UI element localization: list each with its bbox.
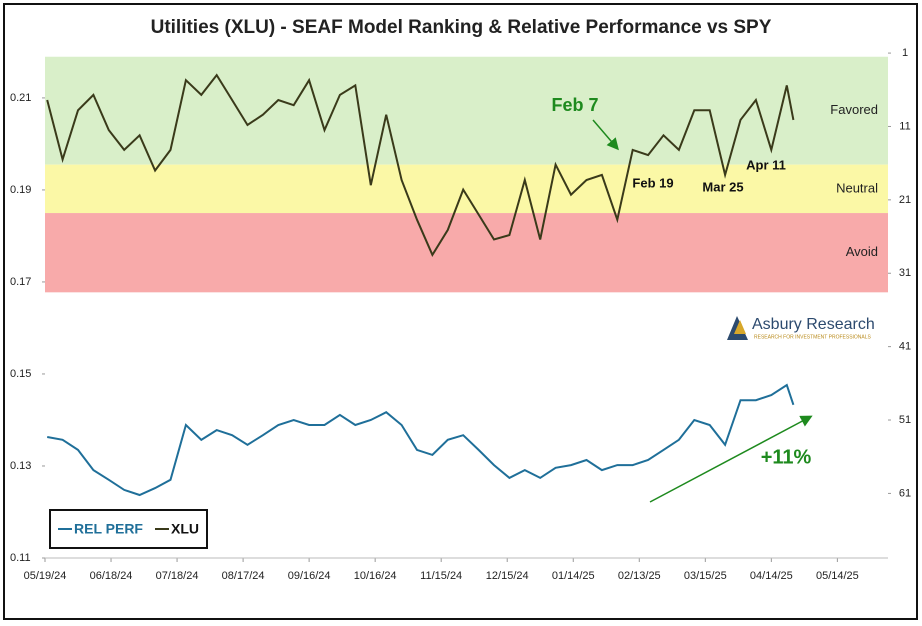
y2-tick-label: 21 — [899, 194, 911, 206]
annotation: Feb 7 — [551, 95, 598, 115]
x-tick-label: 08/17/24 — [222, 570, 265, 582]
legend-box — [49, 509, 208, 549]
y-tick-label: 0.13 — [10, 460, 31, 472]
logo-name: Asbury Research — [752, 316, 875, 333]
chart-title: Utilities (XLU) - SEAF Model Ranking & R… — [151, 17, 772, 38]
annotation: Feb 19 — [632, 175, 673, 190]
y-tick-label: 0.19 — [10, 184, 31, 196]
logo-mark — [734, 320, 746, 334]
annotation: Apr 11 — [746, 157, 786, 172]
y2-tick-label: 31 — [899, 267, 911, 279]
zone — [45, 213, 888, 293]
x-tick-label: 09/16/24 — [288, 570, 331, 582]
x-tick-label: 04/14/25 — [750, 570, 793, 582]
y-tick-label: 0.15 — [10, 368, 31, 380]
y2-tick-label: 1 — [902, 47, 908, 59]
x-tick-label: 10/16/24 — [354, 570, 397, 582]
zone-label: Favored — [830, 102, 878, 117]
y2-tick-label: 61 — [899, 487, 911, 499]
annotation: Mar 25 — [702, 179, 743, 194]
x-tick-label: 03/15/25 — [684, 570, 727, 582]
series-line — [47, 383, 795, 497]
x-tick-label: 02/13/25 — [618, 570, 661, 582]
zone-label: Neutral — [836, 180, 878, 195]
y-tick-label: 0.11 — [10, 552, 31, 564]
annotation-arrow — [649, 415, 813, 503]
logo-tagline: RESEARCH FOR INVESTMENT PROFESSIONALS — [754, 334, 872, 340]
series-line — [46, 73, 795, 258]
y-tick-label: 0.21 — [10, 92, 31, 104]
y2-tick-label: 11 — [899, 120, 910, 132]
y-tick-label: 0.17 — [10, 276, 31, 288]
zone — [45, 164, 888, 214]
annotation-arrow — [592, 119, 619, 151]
x-tick-label: 06/18/24 — [90, 570, 133, 582]
x-tick-label: 01/14/25 — [552, 570, 595, 582]
legend-label: REL PERF — [74, 521, 143, 537]
x-tick-label: 07/18/24 — [156, 570, 199, 582]
annotation: +11% — [761, 446, 812, 468]
legend-label: XLU — [171, 521, 199, 537]
x-tick-label: 05/14/25 — [816, 570, 859, 582]
y2-tick-label: 41 — [899, 341, 911, 353]
y2-tick-label: 51 — [899, 414, 911, 426]
x-tick-label: 05/19/24 — [24, 570, 67, 582]
x-tick-label: 11/15/24 — [420, 570, 462, 582]
zone-label: Avoid — [846, 244, 878, 259]
x-tick-label: 12/15/24 — [486, 570, 529, 582]
